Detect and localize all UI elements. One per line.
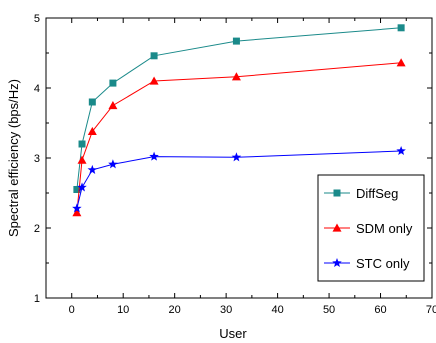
x-tick-label: 40	[271, 304, 283, 316]
legend-label: DiffSeg	[356, 186, 398, 201]
x-axis-title: User	[219, 326, 247, 341]
x-tick-label: 20	[169, 304, 181, 316]
data-point	[232, 37, 240, 45]
data-point	[87, 164, 98, 174]
data-point	[149, 151, 159, 161]
data-point	[108, 101, 118, 110]
x-tick-label: 10	[117, 304, 129, 316]
y-axis-title: Spectral efficiency (bps/Hz)	[6, 79, 21, 237]
data-point	[77, 182, 87, 192]
series-stc-only	[72, 146, 406, 213]
data-point	[396, 146, 406, 156]
axes: 0 10 20 30 40 50 60 70 1 2 3 4 5	[34, 13, 436, 316]
x-tick-label: 30	[220, 304, 232, 316]
y-tick-label: 3	[34, 153, 40, 165]
legend-item: SDM only	[324, 221, 413, 236]
series-layer	[72, 24, 406, 217]
y-tick-label: 2	[34, 223, 40, 235]
data-point	[150, 52, 158, 60]
data-point	[78, 140, 86, 148]
data-point	[72, 208, 82, 217]
data-point	[231, 72, 241, 81]
legend-marker	[333, 189, 341, 197]
legend-marker	[332, 223, 342, 232]
legend: DiffSeg SDM only STC only	[317, 174, 425, 282]
data-point	[109, 79, 117, 87]
series-diffseg	[73, 24, 405, 193]
series-line	[76, 27, 402, 190]
x-tick-label: 70	[426, 304, 436, 316]
data-point	[77, 155, 87, 164]
data-point	[88, 98, 96, 106]
data-point	[231, 152, 242, 162]
legend-item: STC only	[324, 256, 410, 271]
data-point	[87, 126, 97, 135]
data-point	[72, 203, 82, 213]
y-tick-label: 1	[34, 293, 40, 305]
series-sdm-only	[72, 58, 406, 217]
x-tick-label: 0	[69, 304, 75, 316]
data-point	[149, 76, 159, 85]
legend-marker	[332, 258, 342, 268]
y-tick-label: 5	[34, 13, 40, 25]
legend-item: DiffSeg	[324, 186, 398, 201]
data-point	[108, 159, 118, 169]
legend-label: SDM only	[356, 221, 413, 236]
legend-label: STC only	[356, 256, 410, 271]
y-tick-label: 4	[34, 83, 40, 95]
x-tick-label: 50	[323, 304, 335, 316]
data-point	[396, 58, 406, 67]
data-point	[73, 186, 81, 193]
data-point	[397, 24, 405, 32]
x-tick-label: 60	[374, 304, 386, 316]
